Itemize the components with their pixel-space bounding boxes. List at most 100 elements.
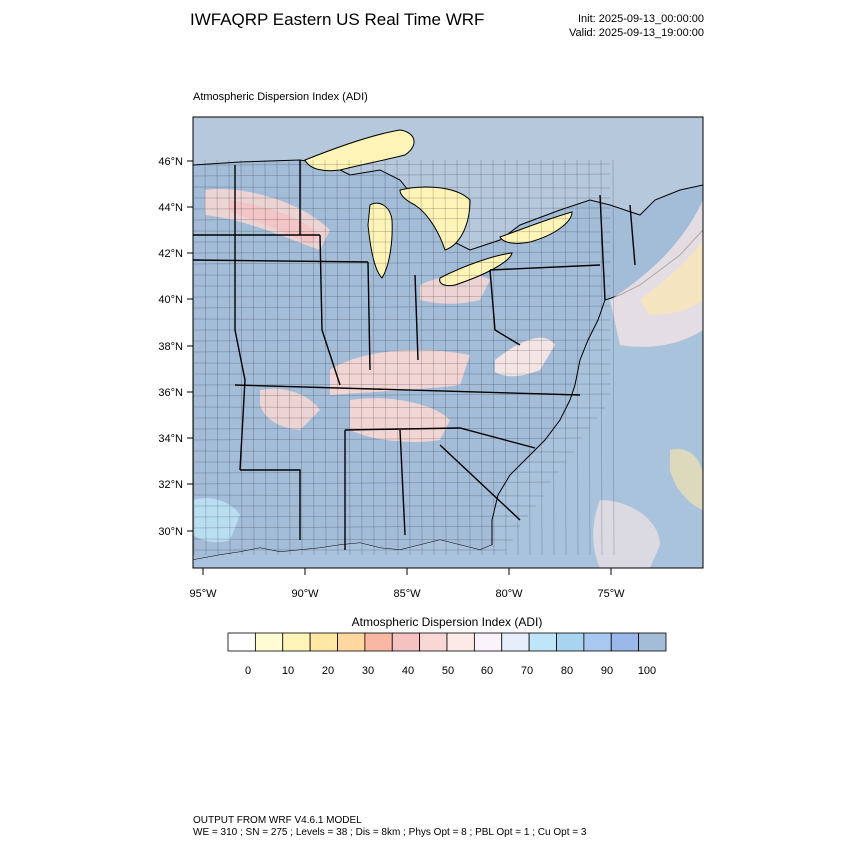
lat-label: 34°N xyxy=(158,433,183,445)
adi-patch-far-ocean xyxy=(670,449,703,510)
county-line xyxy=(193,481,552,485)
state-line-11 xyxy=(399,429,406,536)
lon-label: 90°W xyxy=(291,588,319,600)
county-line xyxy=(193,538,513,541)
colorbar-swatch xyxy=(364,632,393,652)
county-line xyxy=(193,217,611,221)
gulf-of-mexico xyxy=(193,540,492,568)
county-line xyxy=(193,318,611,321)
longitude-axis: 95°W 90°W 85°W 80°W 75°W xyxy=(189,568,625,600)
colorbar-label: 70 xyxy=(521,665,533,677)
lat-label: 32°N xyxy=(158,479,183,491)
lon-label: 80°W xyxy=(495,588,523,600)
colorbar-label: 20 xyxy=(322,665,334,677)
lon-label: 75°W xyxy=(597,588,625,600)
adi-patch-minnesota xyxy=(230,200,320,245)
colorbar-title: Atmospheric Dispersion Index (ADI) xyxy=(351,615,543,629)
lake-erie xyxy=(439,252,513,287)
adi-patch-arkansas xyxy=(260,388,320,430)
model-info-line2: WE = 310 ; SN = 275 ; Levels = 38 ; Dis … xyxy=(193,827,587,838)
adi-colorbar-labels: 0 10 20 30 40 50 60 70 80 90 100 xyxy=(245,665,656,677)
county-line xyxy=(312,159,315,556)
county-line xyxy=(468,159,471,556)
colorbar-label: 40 xyxy=(402,665,414,677)
county-line xyxy=(193,406,606,409)
county-line xyxy=(564,159,567,556)
colorbar-label: 60 xyxy=(481,665,493,677)
county-line xyxy=(264,159,267,556)
county-line xyxy=(193,305,611,309)
state-line-6 xyxy=(367,261,371,371)
state-line-15 xyxy=(599,194,606,301)
county-line xyxy=(193,515,529,518)
init-time: Init: 2025-09-13_00:00:00 xyxy=(578,13,704,25)
state-line-17 xyxy=(439,444,521,521)
lat-label: 42°N xyxy=(158,248,183,260)
colorbar-swatch xyxy=(337,632,366,652)
county-line xyxy=(193,450,575,453)
colorbar-label: 90 xyxy=(601,665,613,677)
colorbar-swatch xyxy=(528,632,557,652)
county-line xyxy=(193,261,611,265)
lake-michigan xyxy=(367,202,393,279)
lake-superior xyxy=(304,129,415,172)
county-line xyxy=(528,159,531,556)
county-line xyxy=(612,159,615,556)
county-line xyxy=(193,471,559,474)
colorbar-label: 10 xyxy=(282,665,294,677)
lat-label: 36°N xyxy=(158,387,183,399)
adi-patch-texas xyxy=(193,498,240,543)
county-line xyxy=(276,159,279,556)
colorbar-swatch xyxy=(583,632,612,652)
lat-label: 46°N xyxy=(158,156,183,168)
state-boundaries xyxy=(193,160,636,550)
county-line xyxy=(492,159,495,556)
adi-patch-southeast-ocean xyxy=(593,500,660,568)
county-line xyxy=(193,274,611,277)
county-line xyxy=(552,159,555,556)
county-line xyxy=(288,159,291,556)
county-line xyxy=(193,525,521,529)
valid-time: Valid: 2025-09-13_19:00:00 xyxy=(569,27,704,39)
county-line xyxy=(384,159,387,556)
lat-label: 38°N xyxy=(158,341,183,353)
county-line xyxy=(193,251,611,254)
model-info-line1: OUTPUT FROM WRF V4.6.1 MODEL xyxy=(193,815,362,826)
latitude-axis: 46°N 44°N 42°N 40°N 38°N 36°N 34°N 32°N 30°N xyxy=(158,156,193,538)
colorbar-label: 0 xyxy=(245,665,251,677)
state-line-9 xyxy=(344,427,536,449)
adi-patch-tennessee xyxy=(350,398,450,442)
canada-land xyxy=(193,117,703,250)
county-line xyxy=(396,159,399,556)
county-line xyxy=(300,159,303,556)
colorbar-swatch xyxy=(501,632,530,652)
county-line xyxy=(193,295,611,298)
county-line xyxy=(372,159,375,556)
county-line xyxy=(228,159,231,556)
county-line xyxy=(252,159,255,556)
county-line xyxy=(193,186,611,189)
page-title: IWFAQRP Eastern US Real Time WRF xyxy=(190,10,485,29)
lat-label: 30°N xyxy=(158,526,183,538)
county-line xyxy=(204,159,207,556)
state-line-5 xyxy=(319,234,341,386)
lake-huron xyxy=(399,186,471,251)
county-line xyxy=(324,159,327,556)
county-boundaries xyxy=(193,159,615,556)
county-line xyxy=(360,159,363,556)
adi-patch-virginia xyxy=(495,337,555,377)
county-line xyxy=(193,339,611,342)
colorbar-swatch xyxy=(473,632,503,652)
county-line xyxy=(336,159,339,556)
county-line xyxy=(193,362,611,365)
county-line xyxy=(540,159,543,556)
state-line-7 xyxy=(414,274,419,361)
state-line-14 xyxy=(489,269,521,346)
county-line xyxy=(576,159,579,556)
county-line xyxy=(504,159,507,556)
colorbar-swatch xyxy=(446,632,475,652)
lat-label: 44°N xyxy=(158,202,183,214)
colorbar-swatch xyxy=(391,632,421,652)
county-line xyxy=(444,159,447,556)
